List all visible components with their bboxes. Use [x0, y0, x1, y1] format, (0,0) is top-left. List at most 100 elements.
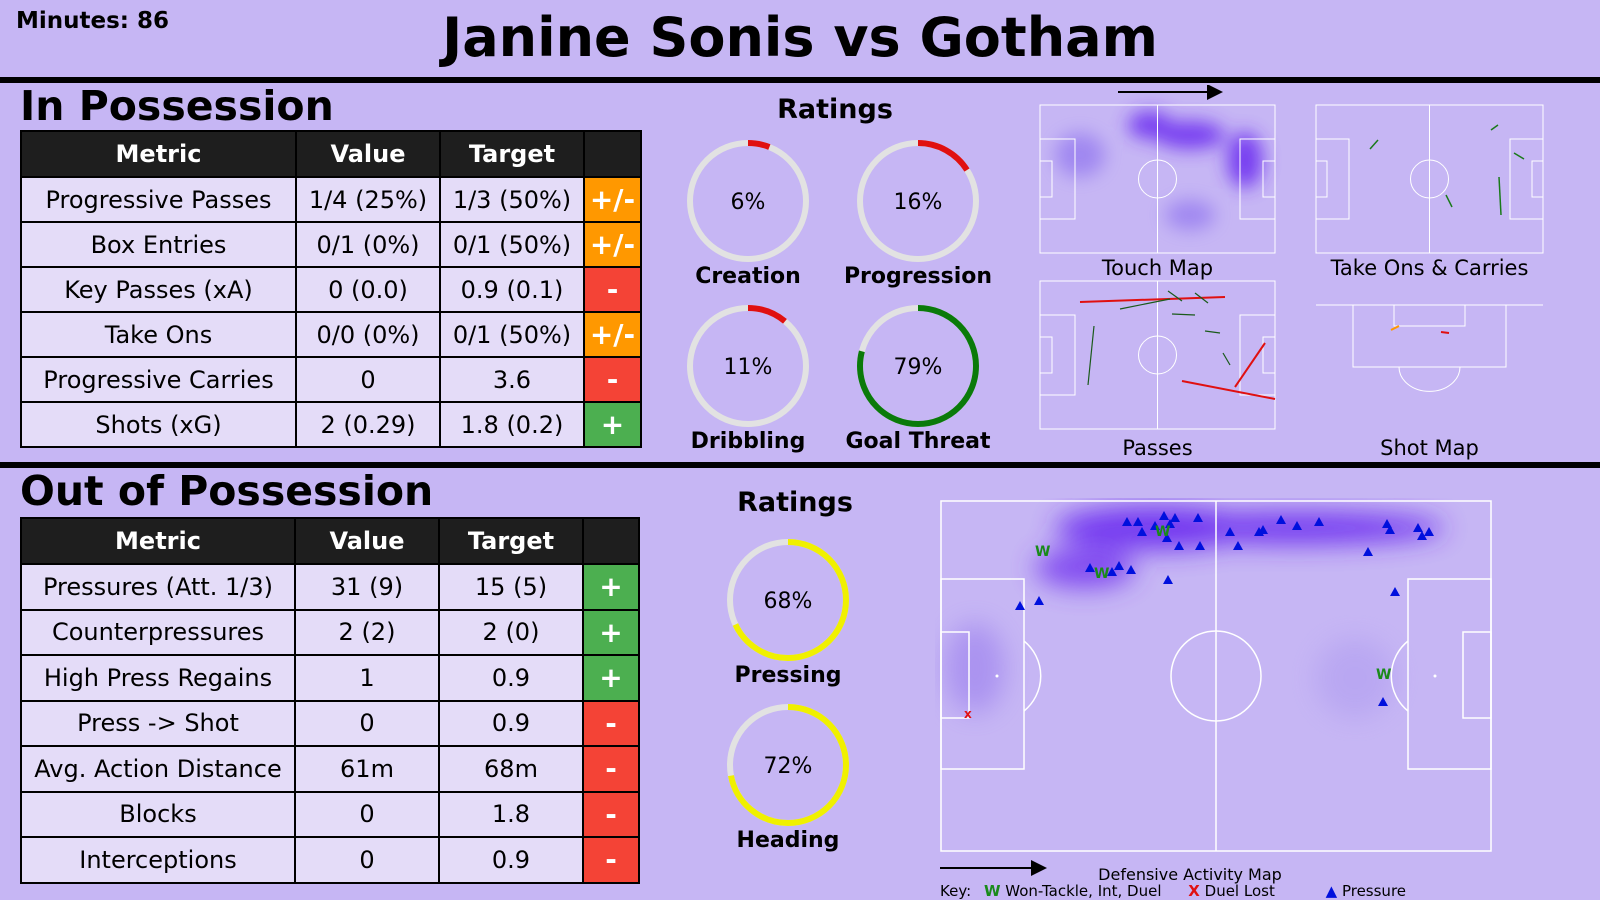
value-cell: 0 [294, 836, 440, 884]
indicator-cell: - [582, 699, 640, 747]
column-header-metric: Metric [20, 130, 297, 178]
out-of-possession-ratings-heading: Ratings [737, 487, 853, 518]
value-cell: 2 (0.29) [295, 401, 441, 448]
lost-symbol: X [1188, 882, 1200, 900]
svg-text:W: W [1376, 667, 1391, 683]
dial-fill [687, 140, 809, 262]
pressure-marker [1165, 519, 1175, 528]
value-cell: 0 [294, 790, 440, 838]
table-row-counterpressures: Counterpressures 2 (2) 2 (0) + [20, 608, 640, 656]
dial-fill [687, 305, 809, 427]
table-row-press-shot: Press -> Shot 0 0.9- [20, 699, 640, 747]
metric-cell: High Press Regains [20, 654, 296, 702]
pressure-marker [1133, 517, 1143, 526]
pressure-marker [1170, 513, 1180, 522]
target-cell: 1.8 [438, 790, 584, 838]
take-ons-carries-map [1315, 104, 1544, 254]
value-cell: 61m [294, 745, 440, 793]
indicator-cell: - [582, 836, 640, 884]
svg-text:W: W [1035, 544, 1050, 560]
metric-cell: Press -> Shot [20, 699, 296, 747]
metric-cell: Pressures (Att. 1/3) [20, 563, 296, 611]
creation-dial: 6% [687, 140, 809, 262]
indicator-cell: +/- [583, 221, 642, 268]
dial-fill [857, 140, 979, 262]
metric-cell: Interceptions [20, 836, 296, 884]
pressure-marker [1085, 563, 1095, 572]
target-cell: 0.9 [438, 699, 584, 747]
table-row-progressive-carries: Progressive Carries 0 3.6- [20, 356, 642, 403]
goal-threat-label: Goal Threat [845, 429, 991, 454]
column-header-value: Value [295, 130, 441, 178]
minutes-played: Minutes: 86 [16, 8, 170, 34]
table-row-box-entries: Box Entries 0/1 (0%) 0/1 (50%) +/- [20, 221, 642, 268]
in-possession-heading: In Possession [20, 82, 334, 130]
pressure-marker [1126, 565, 1136, 574]
dial-value: 79% [894, 355, 943, 380]
pressure-marker [1417, 531, 1427, 540]
indicator-cell: - [583, 356, 642, 403]
pressure-marker [1107, 567, 1117, 576]
value-cell: 0 (0.0) [295, 266, 441, 313]
metric-cell: Progressive Carries [20, 356, 297, 403]
pressure-marker [1363, 547, 1373, 556]
progression-dial: 16% [857, 140, 979, 262]
indicator-cell: - [582, 790, 640, 838]
pressure-marker [1276, 515, 1286, 524]
svg-text:x: x [964, 707, 972, 721]
pressing-dial: 68% [727, 539, 849, 661]
goal-threat-dial: 79% [857, 305, 979, 427]
in-possession-ratings-heading: Ratings [777, 94, 893, 125]
table-row-progressive-passes: Progressive Passes 1/4 (25%) 1/3 (50%) +/- [20, 176, 642, 223]
heading-dial: 72% [727, 704, 849, 826]
value-cell: 0 [295, 356, 441, 403]
indicator-cell: +/- [583, 311, 642, 358]
table-row-take-ons: Take Ons 0/0 (0%) 0/1 (50%) +/- [20, 311, 642, 358]
target-cell: 1.8 (0.2) [439, 401, 585, 448]
pressure-marker [1122, 517, 1132, 526]
pressure-marker [1159, 511, 1169, 520]
dial-fill [727, 539, 849, 661]
target-cell: 0.9 [438, 654, 584, 702]
value-cell: 2 (2) [294, 608, 440, 656]
dribbling-label: Dribbling [690, 429, 806, 454]
metric-cell: Box Entries [20, 221, 297, 268]
passes-map [1039, 280, 1276, 430]
table-row-pressures-att-1-3: Pressures (Att. 1/3) 31 (9) 15 (5) + [20, 563, 640, 611]
column-header-value: Value [294, 517, 440, 565]
column-header-indicator [582, 517, 640, 565]
target-cell: 3.6 [439, 356, 585, 403]
column-header-target: Target [438, 517, 584, 565]
table-row-shots-xg: Shots (xG) 2 (0.29) 1.8 (0.2) + [20, 401, 642, 448]
table-row-avg-action-distance: Avg. Action Distance 61m 68m - [20, 745, 640, 793]
target-cell: 0/1 (50%) [439, 311, 585, 358]
pressure-marker [1314, 517, 1324, 526]
out-of-possession-table: Metric Value Target Pressures (Att. 1/3)… [20, 517, 640, 884]
touch-map [1039, 104, 1276, 254]
pressing-label: Pressing [734, 663, 842, 688]
metric-cell: Avg. Action Distance [20, 745, 296, 793]
pressure-marker [1015, 601, 1025, 610]
indicator-cell: - [582, 745, 640, 793]
pressure-marker [1385, 525, 1395, 534]
pressure-icon: ▲ [1325, 882, 1338, 900]
indicator-cell: +/- [583, 176, 642, 223]
pressure-marker [1233, 541, 1243, 550]
pressure-marker [1193, 513, 1203, 522]
progression-label: Progression [843, 264, 993, 289]
shot-map [1316, 304, 1543, 392]
heading-label: Heading [736, 828, 840, 853]
out-of-possession-heading: Out of Possession [20, 467, 434, 515]
pressure-marker [1163, 575, 1173, 584]
target-cell: 1/3 (50%) [439, 176, 585, 223]
target-cell: 0.9 (0.1) [439, 266, 585, 313]
value-cell: 0/1 (0%) [295, 221, 441, 268]
key-pressure: Pressure [1341, 882, 1407, 900]
column-header-indicator [583, 130, 642, 178]
indicator-cell: + [583, 401, 642, 448]
pressure-marker [1195, 541, 1205, 550]
value-cell: 0/0 (0%) [295, 311, 441, 358]
dial-value: 68% [764, 589, 813, 614]
table-row-high-press-regains: High Press Regains 1 0.9 + [20, 654, 640, 702]
touch-map-label: Touch Map [1101, 256, 1214, 280]
